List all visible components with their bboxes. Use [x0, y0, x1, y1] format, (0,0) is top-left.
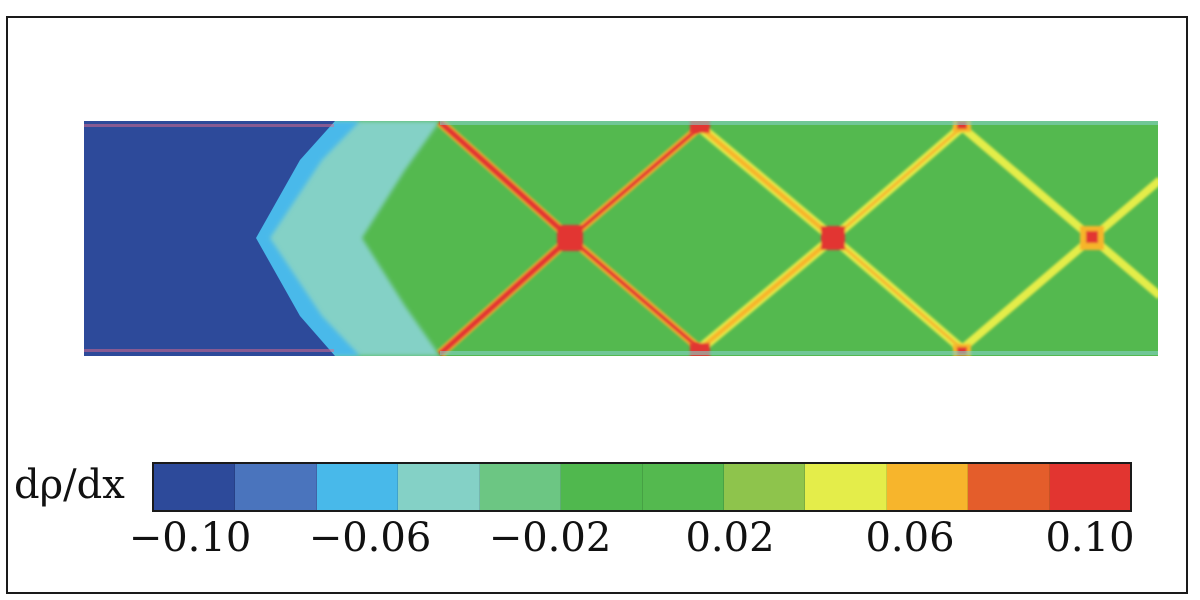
colorbar-segment: [479, 464, 562, 510]
lower-jet-edge: [440, 351, 1158, 355]
colorbar-segment: [723, 464, 806, 510]
colorbar-tick-label: 0.06: [865, 515, 955, 561]
primary-shock: [437, 121, 703, 356]
tertiary-shock: [953, 121, 1158, 356]
colorbar-segment: [316, 464, 399, 510]
colorbar: [152, 462, 1132, 512]
nozzle-lip-upper: [84, 124, 334, 127]
colorbar-segment: [398, 464, 480, 510]
upper-jet-edge: [440, 121, 1158, 125]
colorbar-tick-label: −0.10: [128, 515, 252, 561]
colorbar-segment: [1049, 464, 1131, 510]
colorbar-segment: [642, 464, 724, 510]
colorbar-segment: [886, 464, 969, 510]
nozzle-lip-lower: [84, 349, 334, 352]
colorbar-segment: [235, 464, 317, 510]
colorbar-tick-label: −0.06: [308, 515, 432, 561]
colorbar-tick-label: 0.10: [1045, 515, 1135, 561]
colorbar-tick-label: 0.02: [685, 515, 775, 561]
colorbar-segment: [561, 464, 643, 510]
colorbar-segment: [154, 464, 236, 510]
colorbar-segment: [968, 464, 1050, 510]
colorbar-tick-label: −0.02: [488, 515, 612, 561]
low-gradient-core: [84, 121, 335, 356]
colorbar-segment: [805, 464, 887, 510]
secondary-shock: [690, 121, 965, 356]
colorbar-variable-label: dρ/dx: [14, 462, 125, 508]
